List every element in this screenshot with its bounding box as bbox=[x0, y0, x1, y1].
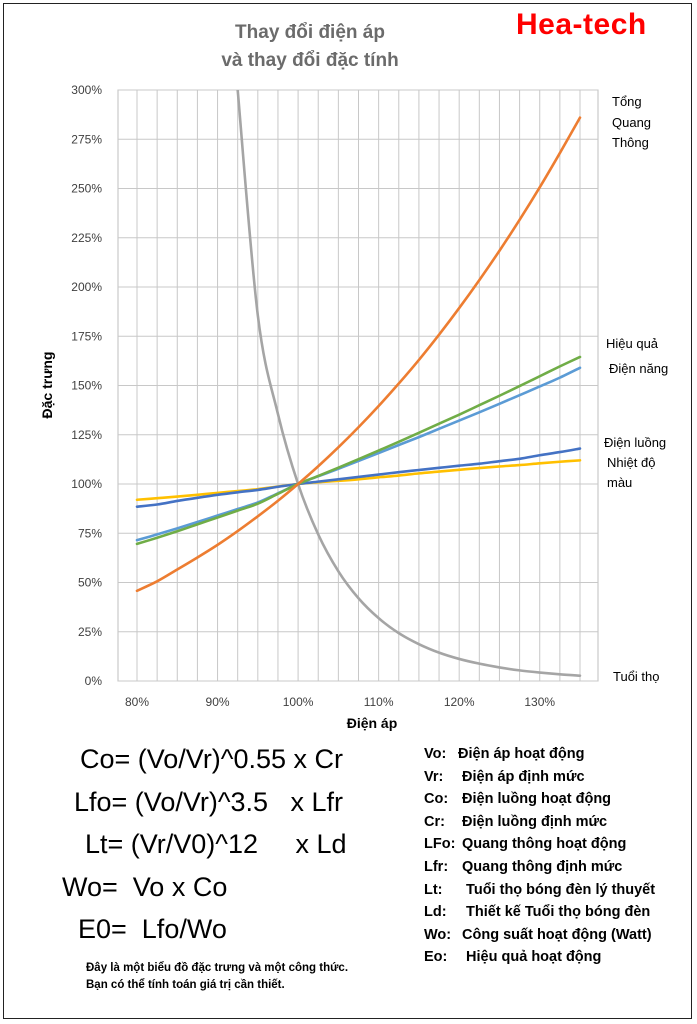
note-line1: Đây là một biểu đồ đặc trưng và một công… bbox=[86, 962, 349, 974]
legend-key: Lt: bbox=[424, 881, 443, 898]
y-tick-label: 0% bbox=[85, 674, 103, 688]
series-label-efficiency: Hiệu quả bbox=[606, 336, 659, 351]
y-tick-label: 75% bbox=[78, 526, 102, 540]
series-label-colortemp-2: màu bbox=[607, 475, 633, 490]
x-axis-label: Điện áp bbox=[347, 715, 398, 731]
formula-eo: E0= Lfo/Wo bbox=[78, 914, 227, 944]
legend-key: Eo: bbox=[424, 949, 448, 966]
x-tick-label: 100% bbox=[283, 695, 314, 709]
y-tick-label: 100% bbox=[71, 477, 102, 491]
legend-row: Vr: Điện áp định mức bbox=[424, 769, 585, 785]
y-tick-label: 150% bbox=[71, 379, 102, 393]
image-frame bbox=[3, 3, 692, 1019]
legend-description: Điện luồng định mức bbox=[458, 813, 608, 830]
series-label-colortemp-1: Nhiệt độ bbox=[607, 455, 656, 470]
series-line bbox=[135, 366, 582, 542]
y-tick-label: 275% bbox=[71, 132, 102, 146]
legend-key: Vo: bbox=[424, 746, 447, 762]
series-label-flux-3: Thông bbox=[612, 135, 649, 150]
series-line bbox=[135, 116, 582, 593]
x-tick-label: 130% bbox=[524, 695, 555, 709]
x-tick-label: 110% bbox=[364, 695, 394, 709]
legend-row: Eo: Hiệu quả hoạt động bbox=[424, 949, 601, 965]
legend-description: Quang thông định mức bbox=[458, 859, 623, 875]
legend-key: Cr: bbox=[424, 813, 445, 830]
y-tick-label: 125% bbox=[71, 428, 102, 442]
series-line bbox=[236, 90, 582, 677]
series-label-life: Tuổi thọ bbox=[613, 669, 660, 684]
legend-description: Thiết kế Tuổi thọ bóng đèn bbox=[458, 904, 651, 921]
y-tick-label: 200% bbox=[71, 280, 102, 294]
legend-description: Điện áp hoạt động bbox=[458, 746, 585, 762]
x-tick-label: 120% bbox=[444, 695, 475, 709]
legend-description: Quang thông hoạt động bbox=[458, 836, 627, 853]
series-label-flux-1: Tổng bbox=[612, 94, 642, 109]
legend-key: Ld: bbox=[424, 904, 447, 921]
series-label-current: Điện luồng bbox=[604, 435, 667, 450]
chart-series-lines bbox=[135, 90, 582, 677]
series-line bbox=[135, 447, 582, 508]
series-label-power: Điện năng bbox=[609, 361, 669, 376]
legend-row: Wo: Công suất hoạt động (Watt) bbox=[424, 927, 652, 943]
series-label-flux-2: Quang bbox=[612, 115, 652, 130]
chart-grid bbox=[117, 89, 599, 682]
legend-description: Điện luồng hoạt động bbox=[458, 791, 612, 808]
y-tick-label: 25% bbox=[78, 625, 102, 639]
formula-wo: Wo= Vo x Co bbox=[62, 872, 228, 902]
legend-row: LFo: Quang thông hoạt động bbox=[424, 836, 626, 852]
x-tick-label: 80% bbox=[125, 695, 149, 709]
x-tick-label: 90% bbox=[206, 695, 230, 709]
series-line bbox=[135, 355, 582, 546]
formula-lt: Lt= (Vr/V0)^12 x Ld bbox=[85, 829, 347, 859]
legend-key: Co: bbox=[424, 791, 449, 808]
series-line bbox=[135, 459, 582, 502]
formula-co: Co= (Vo/Vr)^0.55 x Cr bbox=[80, 744, 344, 774]
legend-description: Điện áp định mức bbox=[458, 768, 585, 785]
y-tick-label: 250% bbox=[71, 182, 102, 196]
legend-description: Hiệu quả hoạt động bbox=[458, 949, 602, 966]
y-tick-label: 300% bbox=[71, 83, 102, 97]
legend-row: Lt: Tuổi thọ bóng đèn lý thuyết bbox=[424, 882, 655, 898]
chart-canvas: 0% 25% 50% 75% 100% 125% 150% 175% 200% 225% 250% 2… bbox=[39, 83, 599, 731]
chart-title-line2: và thay đổi đặc tính bbox=[221, 50, 399, 71]
y-tick-label: 175% bbox=[71, 329, 102, 343]
legend-key: LFo: bbox=[424, 836, 456, 853]
legend-key: Lfr: bbox=[424, 859, 449, 875]
chart-title-line1: Thay đổi điện áp bbox=[235, 22, 385, 43]
y-tick-label: 225% bbox=[71, 231, 102, 245]
legend-row: Vo: Điện áp hoạt động bbox=[424, 746, 584, 762]
formula-lfo: Lfo= (Vo/Vr)^3.5 x Lfr bbox=[74, 787, 344, 817]
legend-key: Wo: bbox=[424, 926, 452, 943]
legend-row: Ld: Thiết kế Tuổi thọ bóng đèn bbox=[424, 904, 650, 920]
legend-key: Vr: bbox=[424, 768, 444, 785]
legend-row: Lfr: Quang thông định mức bbox=[424, 859, 622, 875]
legend-row: Co: Điện luồng hoạt động bbox=[424, 791, 611, 807]
legend-description: Tuổi thọ bóng đèn lý thuyết bbox=[458, 881, 656, 898]
y-axis-label: Đặc trưng bbox=[39, 352, 55, 419]
legend-description: Công suất hoạt động (Watt) bbox=[458, 926, 652, 943]
brand-logo: Hea-tech bbox=[516, 8, 647, 41]
note-line2: Bạn có thể tính toán giá trị cần thiết. bbox=[86, 979, 285, 991]
axis-tick-labels: 0% 25% 50% 75% 100% 125% 150% 175% 200% 225% 250% 2… bbox=[71, 83, 555, 709]
legend-row: Cr: Điện luồng định mức bbox=[424, 814, 607, 830]
y-tick-label: 50% bbox=[78, 576, 102, 590]
